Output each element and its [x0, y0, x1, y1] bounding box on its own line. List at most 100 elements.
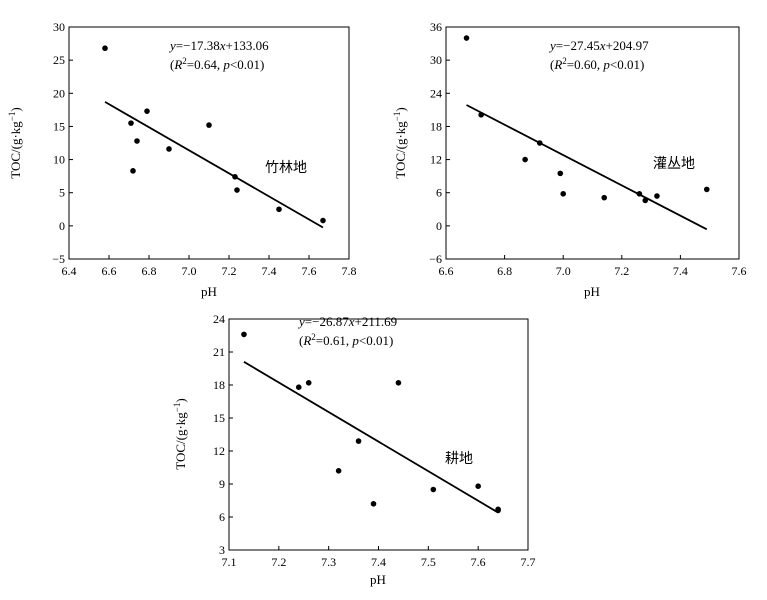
- panel-shrubland: 6.6 6.8 7.0 7.2 7.4 7.6 −6 0 6 12 18 24 30 36 pH TOC/(g…: [392, 20, 747, 299]
- plot-frame: [228, 318, 529, 551]
- y-tick-label: 6: [436, 186, 442, 200]
- plot-frame: [445, 26, 740, 260]
- x-tick-label: 7.6: [302, 264, 317, 278]
- data-point: [478, 112, 484, 118]
- data-point: [130, 168, 136, 174]
- panel-farmland: 7.1 7.2 7.3 7.4 7.5 7.6 7.7 3 6 9 12 15 18 21 24 pH TOC/…: [172, 312, 536, 587]
- data-point: [320, 217, 326, 224]
- data-point: [276, 206, 282, 213]
- data-point: [166, 146, 172, 152]
- data-point: [601, 194, 608, 201]
- panel-label-bamboo: 竹林地: [265, 160, 307, 176]
- y-tick-label: 15: [213, 411, 225, 425]
- data-point: [430, 486, 437, 493]
- y-tick-label: 12: [430, 153, 442, 167]
- data-point: [536, 140, 543, 146]
- x-tick-label: 7.0: [182, 264, 197, 278]
- y-tick-label: 15: [53, 119, 65, 133]
- y-tick-label: 18: [430, 119, 442, 133]
- y-tick-label: 36: [430, 20, 442, 34]
- x-tick-label: 7.7: [521, 555, 536, 569]
- data-point: [463, 35, 470, 41]
- y-tick-label: 6: [219, 510, 225, 524]
- x-tick-label: 7.0: [556, 264, 571, 278]
- data-point: [295, 384, 302, 391]
- y-tick-label: 3: [219, 543, 225, 557]
- regression-line: [104, 101, 324, 229]
- data-point: [206, 122, 212, 128]
- data-point: [495, 507, 501, 514]
- data-point: [335, 468, 342, 474]
- data-point: [134, 138, 140, 144]
- x-tick-label: 6.6: [102, 264, 117, 278]
- data-point: [557, 170, 564, 177]
- data-point: [560, 191, 566, 197]
- data-point: [395, 380, 402, 386]
- data-point: [232, 174, 238, 180]
- y-tick-label: −6: [429, 252, 442, 266]
- data-point: [128, 120, 134, 126]
- regression-stats: (R2=0.64, p<0.01): [170, 56, 264, 72]
- data-point: [522, 156, 528, 163]
- x-axis-title: pH: [370, 572, 386, 587]
- y-tick-label: 20: [53, 86, 65, 100]
- x-tick-label: 7.5: [421, 555, 436, 569]
- regression-equation: y=−26.87x+211.69: [297, 314, 397, 329]
- y-tick-label: 24: [213, 312, 225, 326]
- data-point: [370, 501, 377, 507]
- data-point: [241, 331, 247, 338]
- x-tick-label: 7.4: [262, 264, 277, 278]
- data-point: [355, 438, 362, 444]
- y-tick-label: 9: [219, 477, 225, 491]
- data-point: [475, 483, 481, 490]
- regression-line: [466, 104, 708, 231]
- y-axis-title: TOC/(g·kg−1): [7, 107, 23, 178]
- data-point: [642, 197, 649, 204]
- x-axis-title: pH: [201, 284, 217, 299]
- x-tick-label: 6.8: [497, 264, 512, 278]
- y-tick-label: −5: [52, 252, 65, 266]
- y-tick-label: 21: [213, 345, 225, 359]
- y-tick-label: 0: [59, 219, 65, 233]
- data-point: [102, 45, 108, 52]
- data-point: [654, 193, 660, 199]
- y-tick-label: 12: [213, 444, 225, 458]
- data-point: [234, 187, 240, 193]
- x-tick-label: 7.1: [222, 555, 237, 569]
- x-tick-label: 7.2: [271, 555, 286, 569]
- panel-label-shrub: 灌丛地: [653, 156, 695, 172]
- x-tick-label: 7.8: [342, 264, 357, 278]
- regression-equation: y=−27.45x+204.97: [548, 38, 649, 53]
- data-point: [144, 108, 150, 114]
- regression-stats: (R2=0.61, p<0.01): [299, 332, 393, 348]
- x-tick-label: 7.3: [321, 555, 336, 569]
- y-tick-label: 30: [430, 53, 442, 67]
- plot-frame: [68, 26, 350, 260]
- x-tick-label: 6.6: [439, 264, 454, 278]
- regression-equation: y=−17.38x+133.06: [168, 38, 269, 53]
- x-tick-label: 7.6: [732, 264, 747, 278]
- y-tick-label: 0: [436, 219, 442, 233]
- x-tick-label: 7.4: [673, 264, 688, 278]
- y-axis-title: TOC/(g·kg−1): [172, 398, 188, 469]
- data-point: [703, 186, 710, 193]
- panel-label-farm: 耕地: [445, 450, 473, 467]
- panel-bamboo-forest: 6.4 6.6 6.8 7.0 7.2 7.4 7.6 7.8 −5 0 5 10 15 20 25 30 pH…: [7, 20, 357, 299]
- data-point: [636, 191, 643, 197]
- x-tick-label: 6.8: [142, 264, 157, 278]
- y-tick-label: 24: [430, 86, 442, 100]
- regression-stats: (R2=0.60, p<0.01): [550, 56, 644, 72]
- x-tick-label: 7.2: [222, 264, 237, 278]
- x-tick-label: 7.2: [614, 264, 629, 278]
- y-tick-label: 18: [213, 378, 225, 392]
- x-tick-label: 6.4: [62, 264, 77, 278]
- data-point: [305, 380, 312, 386]
- y-axis-title: TOC/(g·kg−1): [392, 107, 408, 178]
- x-tick-label: 7.6: [471, 555, 486, 569]
- x-tick-label: 7.4: [371, 555, 386, 569]
- y-tick-label: 10: [53, 153, 65, 167]
- regression-line: [243, 361, 499, 514]
- y-tick-label: 30: [53, 20, 65, 34]
- y-tick-label: 25: [53, 53, 65, 67]
